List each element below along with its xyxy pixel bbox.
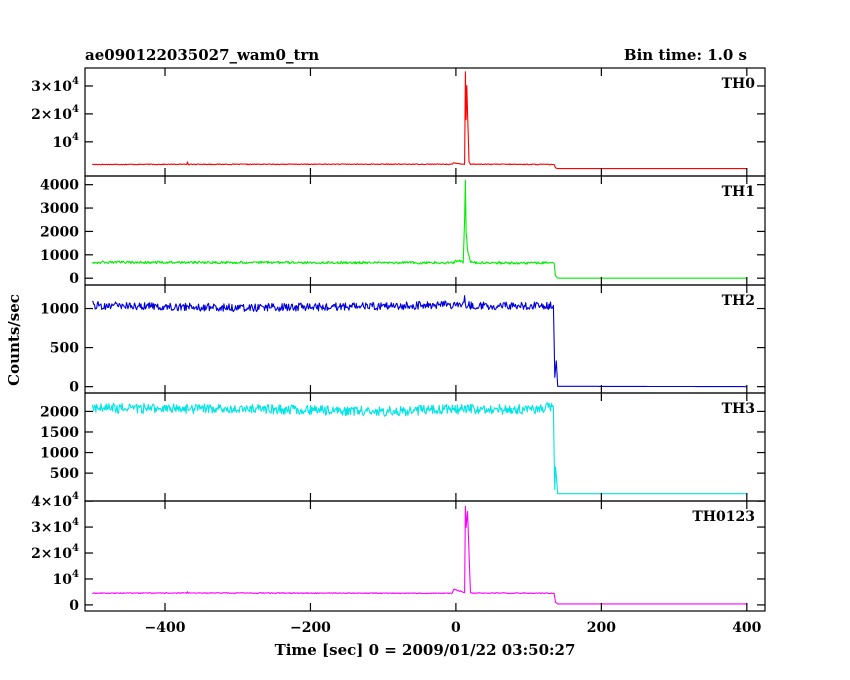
series-line bbox=[91, 71, 747, 170]
y-tick-label: 3000 bbox=[40, 201, 79, 217]
panel-label: TH1 bbox=[722, 184, 755, 200]
series-line bbox=[92, 295, 747, 388]
y-tick-label: 1000 bbox=[40, 446, 79, 462]
panel-frame bbox=[84, 500, 766, 612]
panel-frame bbox=[84, 67, 766, 177]
panel-frame bbox=[84, 392, 766, 502]
panel-label: TH2 bbox=[722, 293, 755, 309]
y-tick-label: 2000 bbox=[40, 224, 79, 240]
y-tick-label: 4×104 bbox=[31, 491, 79, 510]
x-tick-label: 0 bbox=[451, 620, 461, 636]
series-line bbox=[91, 402, 747, 495]
panel-th0: 104 2×104 3×104 TH0 bbox=[31, 67, 766, 177]
y-axis-title: Counts/sec bbox=[5, 294, 23, 386]
y-tick-label: 2×104 bbox=[31, 543, 79, 562]
panel-th0123: 0 104 2×104 3×104 4×104 TH0123 bbox=[31, 491, 766, 614]
y-tick-label: 0 bbox=[69, 598, 79, 614]
panel-frame bbox=[84, 284, 766, 394]
x-axis-title: Time [sec] 0 = 2009/01/22 03:50:27 bbox=[275, 641, 576, 659]
y-tick-label: 3×104 bbox=[31, 76, 79, 95]
x-axis: −400 −200 0 200 400 bbox=[145, 620, 762, 636]
y-tick-label: 104 bbox=[53, 569, 79, 588]
y-tick-label: 1500 bbox=[40, 425, 79, 441]
y-tick-label: 500 bbox=[50, 341, 79, 357]
panel-label: TH3 bbox=[722, 401, 755, 417]
y-tick-label: 0 bbox=[69, 380, 79, 396]
y-tick-label: 0 bbox=[69, 271, 79, 287]
panel-label: TH0123 bbox=[692, 509, 755, 525]
panel-frame bbox=[84, 175, 766, 286]
series-line bbox=[92, 505, 747, 605]
y-tick-label: 104 bbox=[53, 132, 79, 151]
y-tick-label: 1000 bbox=[40, 248, 79, 264]
x-tick-label: 200 bbox=[587, 620, 616, 636]
panel-th2: 0 500 1000 TH2 bbox=[40, 284, 766, 396]
panel-th1: 0 1000 2000 3000 4000 TH1 bbox=[40, 175, 766, 287]
y-tick-label: 500 bbox=[50, 466, 79, 482]
x-tick-label: −200 bbox=[290, 620, 331, 636]
y-tick-label: 4000 bbox=[40, 178, 79, 194]
header-bin-time: Bin time: 1.0 s bbox=[624, 46, 747, 64]
y-tick-label: 1000 bbox=[40, 302, 79, 318]
panel-th3: 500 1000 1500 2000 TH3 bbox=[40, 392, 766, 502]
series-line bbox=[91, 179, 747, 279]
panel-label: TH0 bbox=[722, 76, 756, 92]
x-tick-label: −400 bbox=[145, 620, 186, 636]
y-tick-label: 3×104 bbox=[31, 517, 79, 536]
y-tick-label: 2000 bbox=[40, 404, 79, 420]
header-title: ae090122035027_wam0_trn bbox=[85, 46, 319, 64]
y-tick-label: 2×104 bbox=[31, 104, 79, 123]
x-tick-label: 400 bbox=[732, 620, 761, 636]
